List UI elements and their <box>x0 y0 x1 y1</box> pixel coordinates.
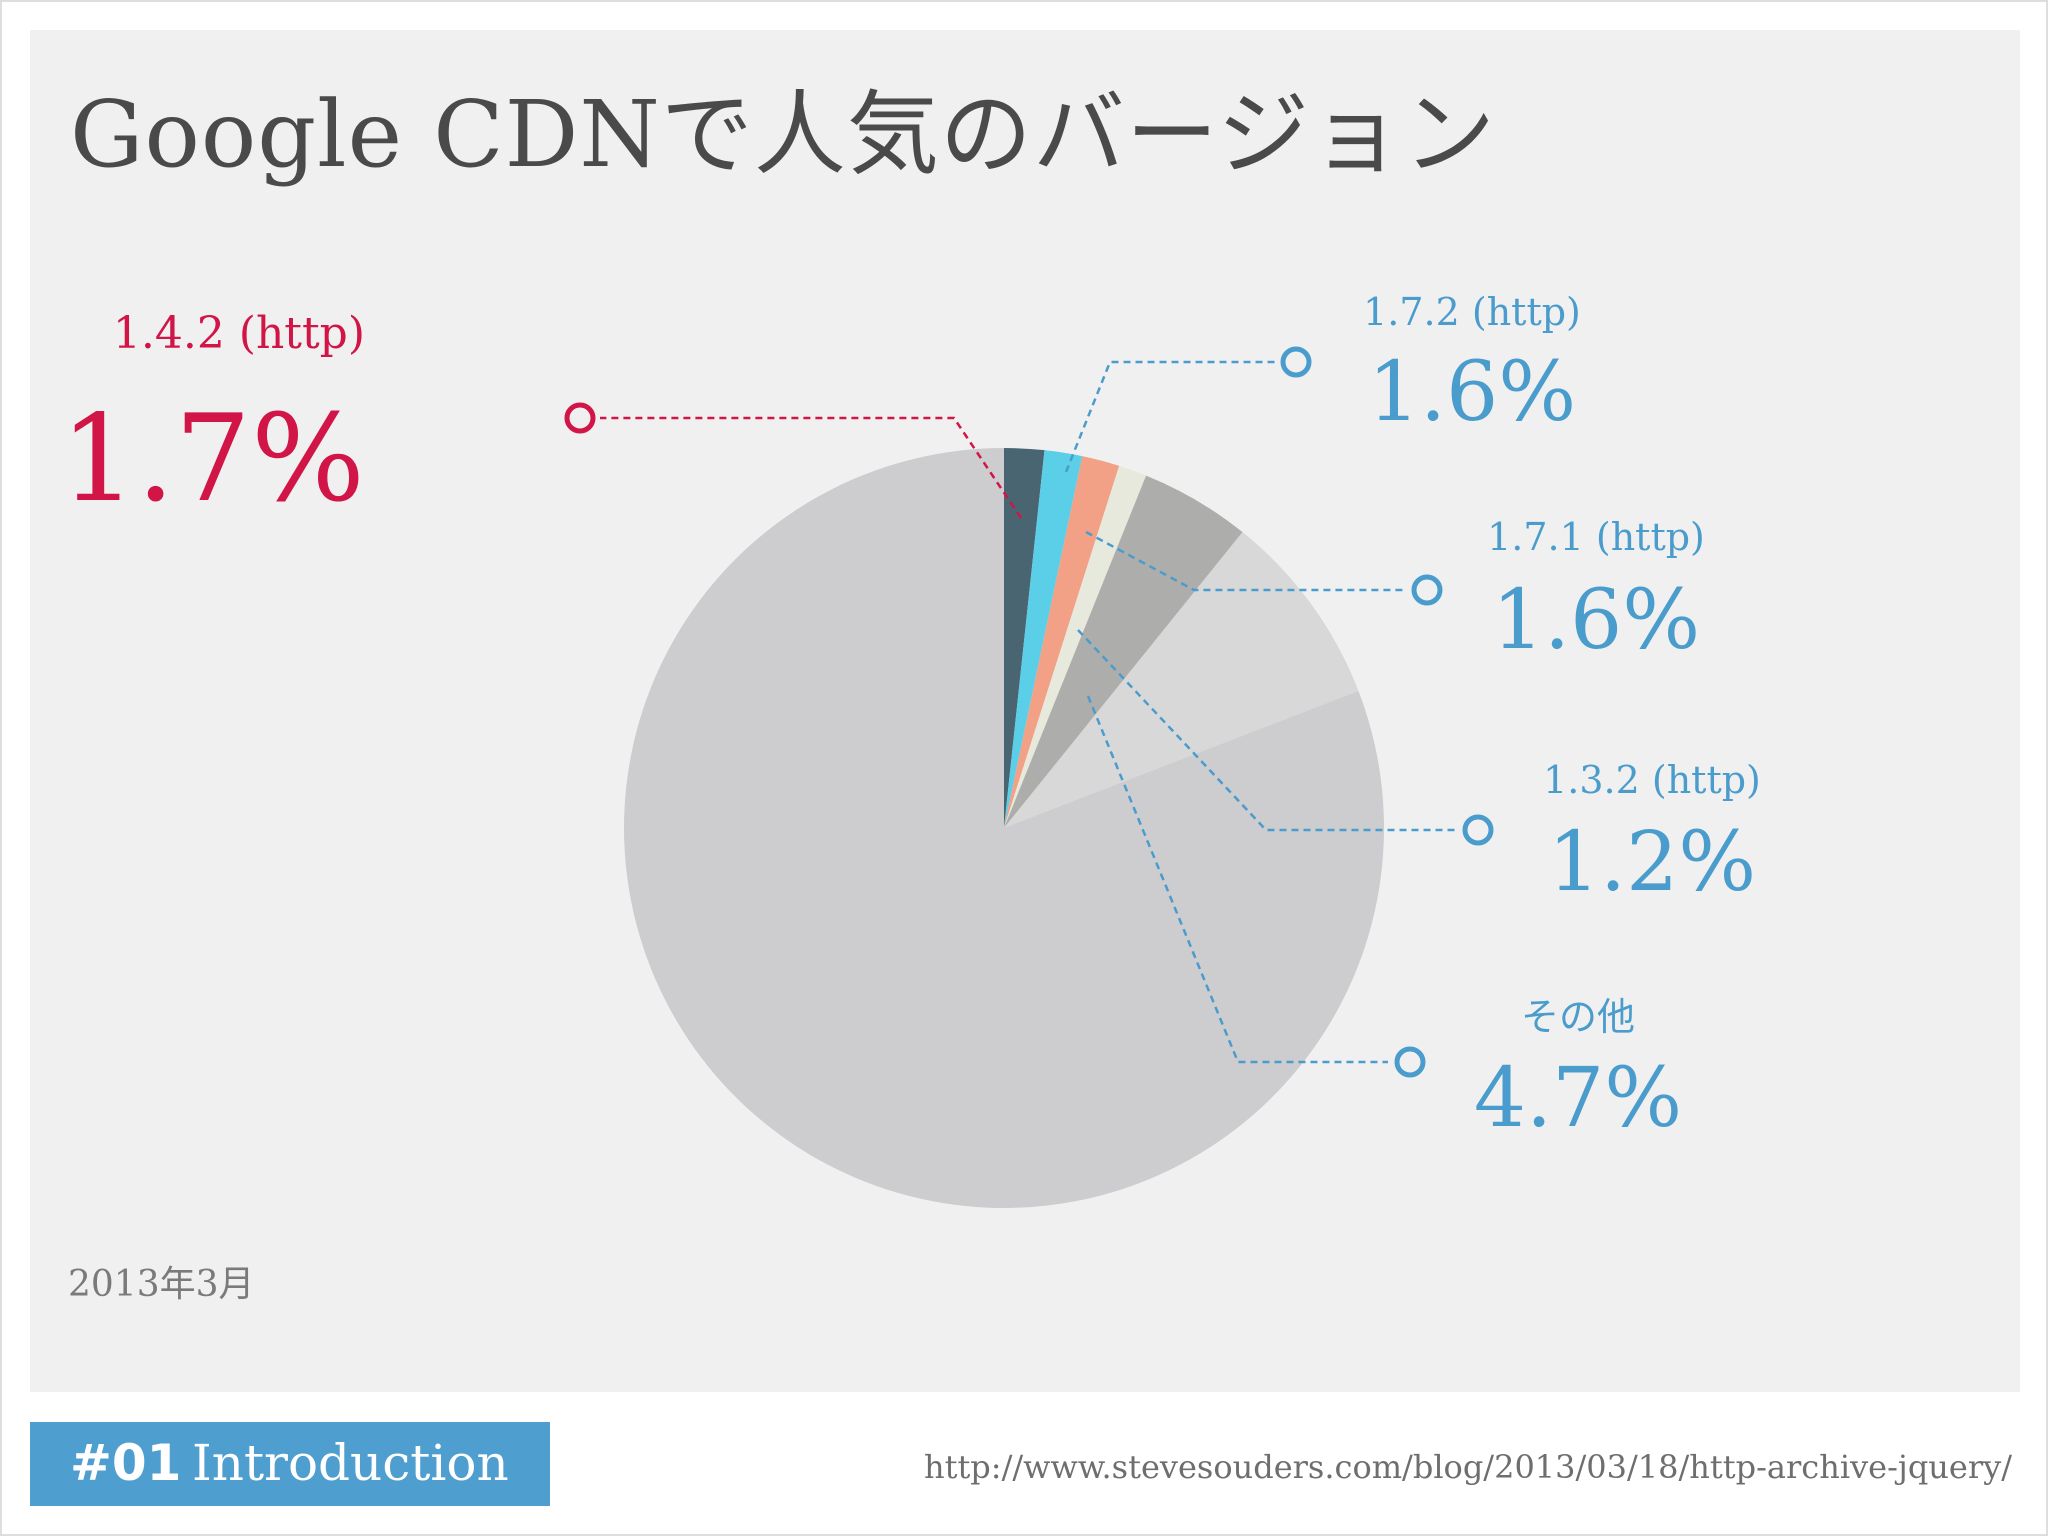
pie-slice-1-3-2-http <box>1004 465 1147 828</box>
leader-line-1-4-2-http <box>600 416 1023 519</box>
footer-section-badge <box>30 1422 550 1506</box>
leader-marker-1-3-2-http <box>1462 814 1494 846</box>
leader-marker-1-4-2-http <box>564 402 596 434</box>
slice-value-1-3-2-http: 1.2% <box>1548 815 1756 910</box>
slice-label-1-7-2-http: 1.7.2 (http) <box>1363 290 1581 334</box>
leader-marker-other <box>1394 1046 1426 1078</box>
footer-section-name: Introduction <box>192 1434 509 1492</box>
pie-slice- <box>1004 475 1243 828</box>
date-label: 2013年3月 <box>68 1264 255 1305</box>
pie-slice-1-4-2-http <box>1004 448 1045 828</box>
leader-line-1-7-2-http <box>1064 360 1275 473</box>
slice-value-1-7-2-http: 1.6% <box>1368 345 1576 440</box>
pie-highlight-sector <box>1004 532 1359 828</box>
slice-label-other: その他 <box>1521 995 1635 1039</box>
slice-label-1-4-2-http: 1.4.2 (http) <box>113 308 365 359</box>
slice-value-other: 4.7% <box>1474 1051 1682 1146</box>
slice-value-1-4-2-http: 1.7% <box>60 390 365 529</box>
leader-line-other <box>1086 695 1388 1064</box>
source-url-link[interactable]: http://www.stevesouders.com/blog/2013/03… <box>923 1448 2012 1486</box>
leader-marker-1-7-2-http <box>1280 346 1312 378</box>
slice-label-1-7-1-http: 1.7.1 (http) <box>1487 515 1705 559</box>
leader-marker-1-7-1-http <box>1411 574 1443 606</box>
page-title: Google CDNで人気のバージョン <box>70 81 1497 188</box>
slice-value-1-7-1-http: 1.6% <box>1492 573 1700 668</box>
slice-label-1-3-2-http: 1.3.2 (http) <box>1543 758 1761 802</box>
leader-line-1-3-2-http <box>1077 629 1456 832</box>
footer-section-number: #01 <box>70 1434 182 1492</box>
pie-slice-1-7-1-http <box>1004 456 1120 828</box>
pie-slice-1-7-2-http <box>1004 450 1083 828</box>
leader-line-1-7-1-http <box>1085 530 1405 592</box>
